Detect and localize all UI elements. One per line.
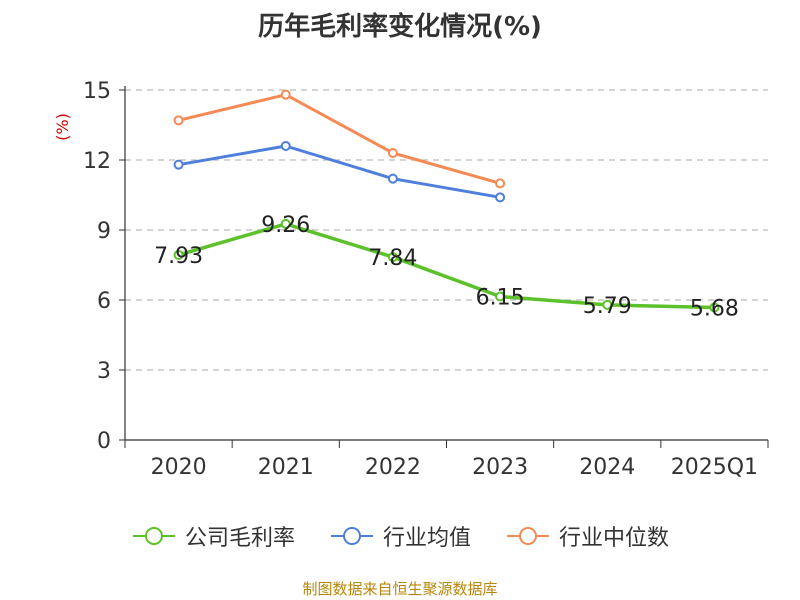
- x-tick-label: 2021: [258, 455, 314, 480]
- data-label: 7.84: [368, 246, 417, 271]
- legend-item-industry-mean[interactable]: 行业均值: [329, 520, 471, 552]
- y-axis-label: (%): [53, 113, 72, 141]
- series-line-1: [178, 144, 501, 199]
- data-point-s0: [173, 249, 184, 260]
- y-tick-label: 12: [83, 149, 111, 174]
- data-label: 5.68: [690, 296, 739, 321]
- y-tick-label: 0: [97, 429, 111, 454]
- data-label: 6.15: [476, 286, 525, 311]
- x-tick-label: 2025Q1: [671, 455, 758, 480]
- legend-label-company: 公司毛利率: [184, 526, 295, 551]
- data-point-s2: [495, 178, 506, 189]
- data-point-s0: [602, 299, 613, 310]
- legend-marker-company: [132, 527, 175, 545]
- legend-marker-industry-mean: [330, 527, 373, 545]
- y-tick-label: 3: [97, 359, 111, 384]
- y-tick-label: 9: [97, 219, 111, 244]
- series-line-0: [178, 222, 715, 310]
- series-line-2: [178, 93, 501, 185]
- data-label: 5.79: [583, 294, 632, 319]
- legend-label-industry-median: 行业中位数: [559, 526, 670, 551]
- data-point-s0: [280, 218, 291, 229]
- data-point-s2: [173, 115, 184, 126]
- data-source: 制图数据来自恒生聚源数据库: [302, 580, 498, 598]
- data-point-s2: [387, 148, 398, 158]
- data-point-s1: [173, 159, 184, 170]
- x-tick-label: 2024: [579, 455, 635, 480]
- legend-item-industry-median[interactable]: 行业中位数: [505, 520, 669, 552]
- y-tick-label: 6: [97, 289, 111, 314]
- data-point-s1: [280, 141, 291, 151]
- data-label: 7.93: [154, 244, 203, 269]
- data-point-s2: [280, 89, 291, 100]
- data-point-s0: [709, 302, 720, 313]
- y-tick-label: 15: [83, 79, 111, 104]
- legend: 公司毛利率 行业均值 行业中位数: [0, 520, 800, 552]
- data-point-s1: [495, 192, 506, 203]
- x-tick-label: 2020: [151, 455, 207, 480]
- data-label: 9.26: [261, 213, 310, 238]
- chart-title: 历年毛利率变化情况(%): [258, 12, 542, 42]
- data-point-s0: [387, 252, 398, 263]
- data-point-s1: [387, 173, 398, 184]
- data-point-s0: [495, 291, 506, 302]
- x-tick-label: 2023: [472, 455, 528, 480]
- legend-marker-industry-median: [507, 527, 549, 545]
- legend-label-industry-mean: 行业均值: [382, 526, 471, 551]
- x-tick-label: 2022: [365, 455, 421, 480]
- legend-item-company[interactable]: 公司毛利率: [131, 520, 295, 552]
